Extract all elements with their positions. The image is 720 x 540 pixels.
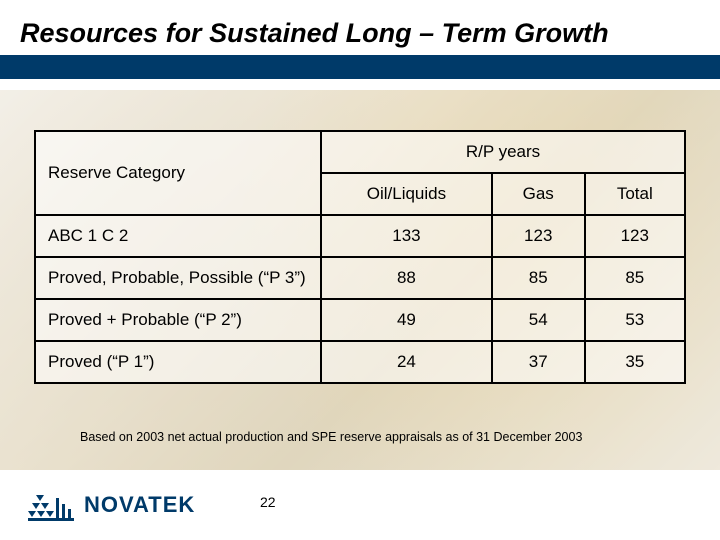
col-header-total: Total — [585, 173, 685, 215]
cell-value: 88 — [321, 257, 492, 299]
cell-value: 85 — [492, 257, 585, 299]
title-container: Resources for Sustained Long – Term Grow… — [0, 0, 720, 55]
cell-category: Proved (“P 1”) — [35, 341, 321, 383]
table-row: ABC 1 C 2 133 123 123 — [35, 215, 685, 257]
table-row: Proved (“P 1”) 24 37 35 — [35, 341, 685, 383]
cell-value: 133 — [321, 215, 492, 257]
cell-value: 54 — [492, 299, 585, 341]
cell-value: 35 — [585, 341, 685, 383]
reserves-table-container: Reserve Category R/P years Oil/Liquids G… — [34, 130, 686, 384]
cell-value: 53 — [585, 299, 685, 341]
table-row: Proved, Probable, Possible (“P 3”) 88 85… — [35, 257, 685, 299]
reserves-table: Reserve Category R/P years Oil/Liquids G… — [34, 130, 686, 384]
cell-value: 123 — [585, 215, 685, 257]
footer: NOVATEK — [0, 470, 720, 540]
cell-value: 123 — [492, 215, 585, 257]
novatek-logo-icon — [28, 487, 74, 523]
brand-name: NOVATEK — [84, 492, 195, 518]
col-header-oil: Oil/Liquids — [321, 173, 492, 215]
cell-category: Proved + Probable (“P 2”) — [35, 299, 321, 341]
footnote-text: Based on 2003 net actual production and … — [80, 430, 582, 444]
col-header-category: Reserve Category — [35, 131, 321, 215]
page-number: 22 — [260, 494, 276, 510]
cell-value: 24 — [321, 341, 492, 383]
cell-value: 37 — [492, 341, 585, 383]
table-header-row-1: Reserve Category R/P years — [35, 131, 685, 173]
cell-value: 85 — [585, 257, 685, 299]
cell-value: 49 — [321, 299, 492, 341]
table-row: Proved + Probable (“P 2”) 49 54 53 — [35, 299, 685, 341]
col-group-rp-years: R/P years — [321, 131, 685, 173]
col-header-gas: Gas — [492, 173, 585, 215]
title-accent-bar — [0, 55, 720, 79]
page-title: Resources for Sustained Long – Term Grow… — [20, 18, 700, 49]
cell-category: ABC 1 C 2 — [35, 215, 321, 257]
cell-category: Proved, Probable, Possible (“P 3”) — [35, 257, 321, 299]
